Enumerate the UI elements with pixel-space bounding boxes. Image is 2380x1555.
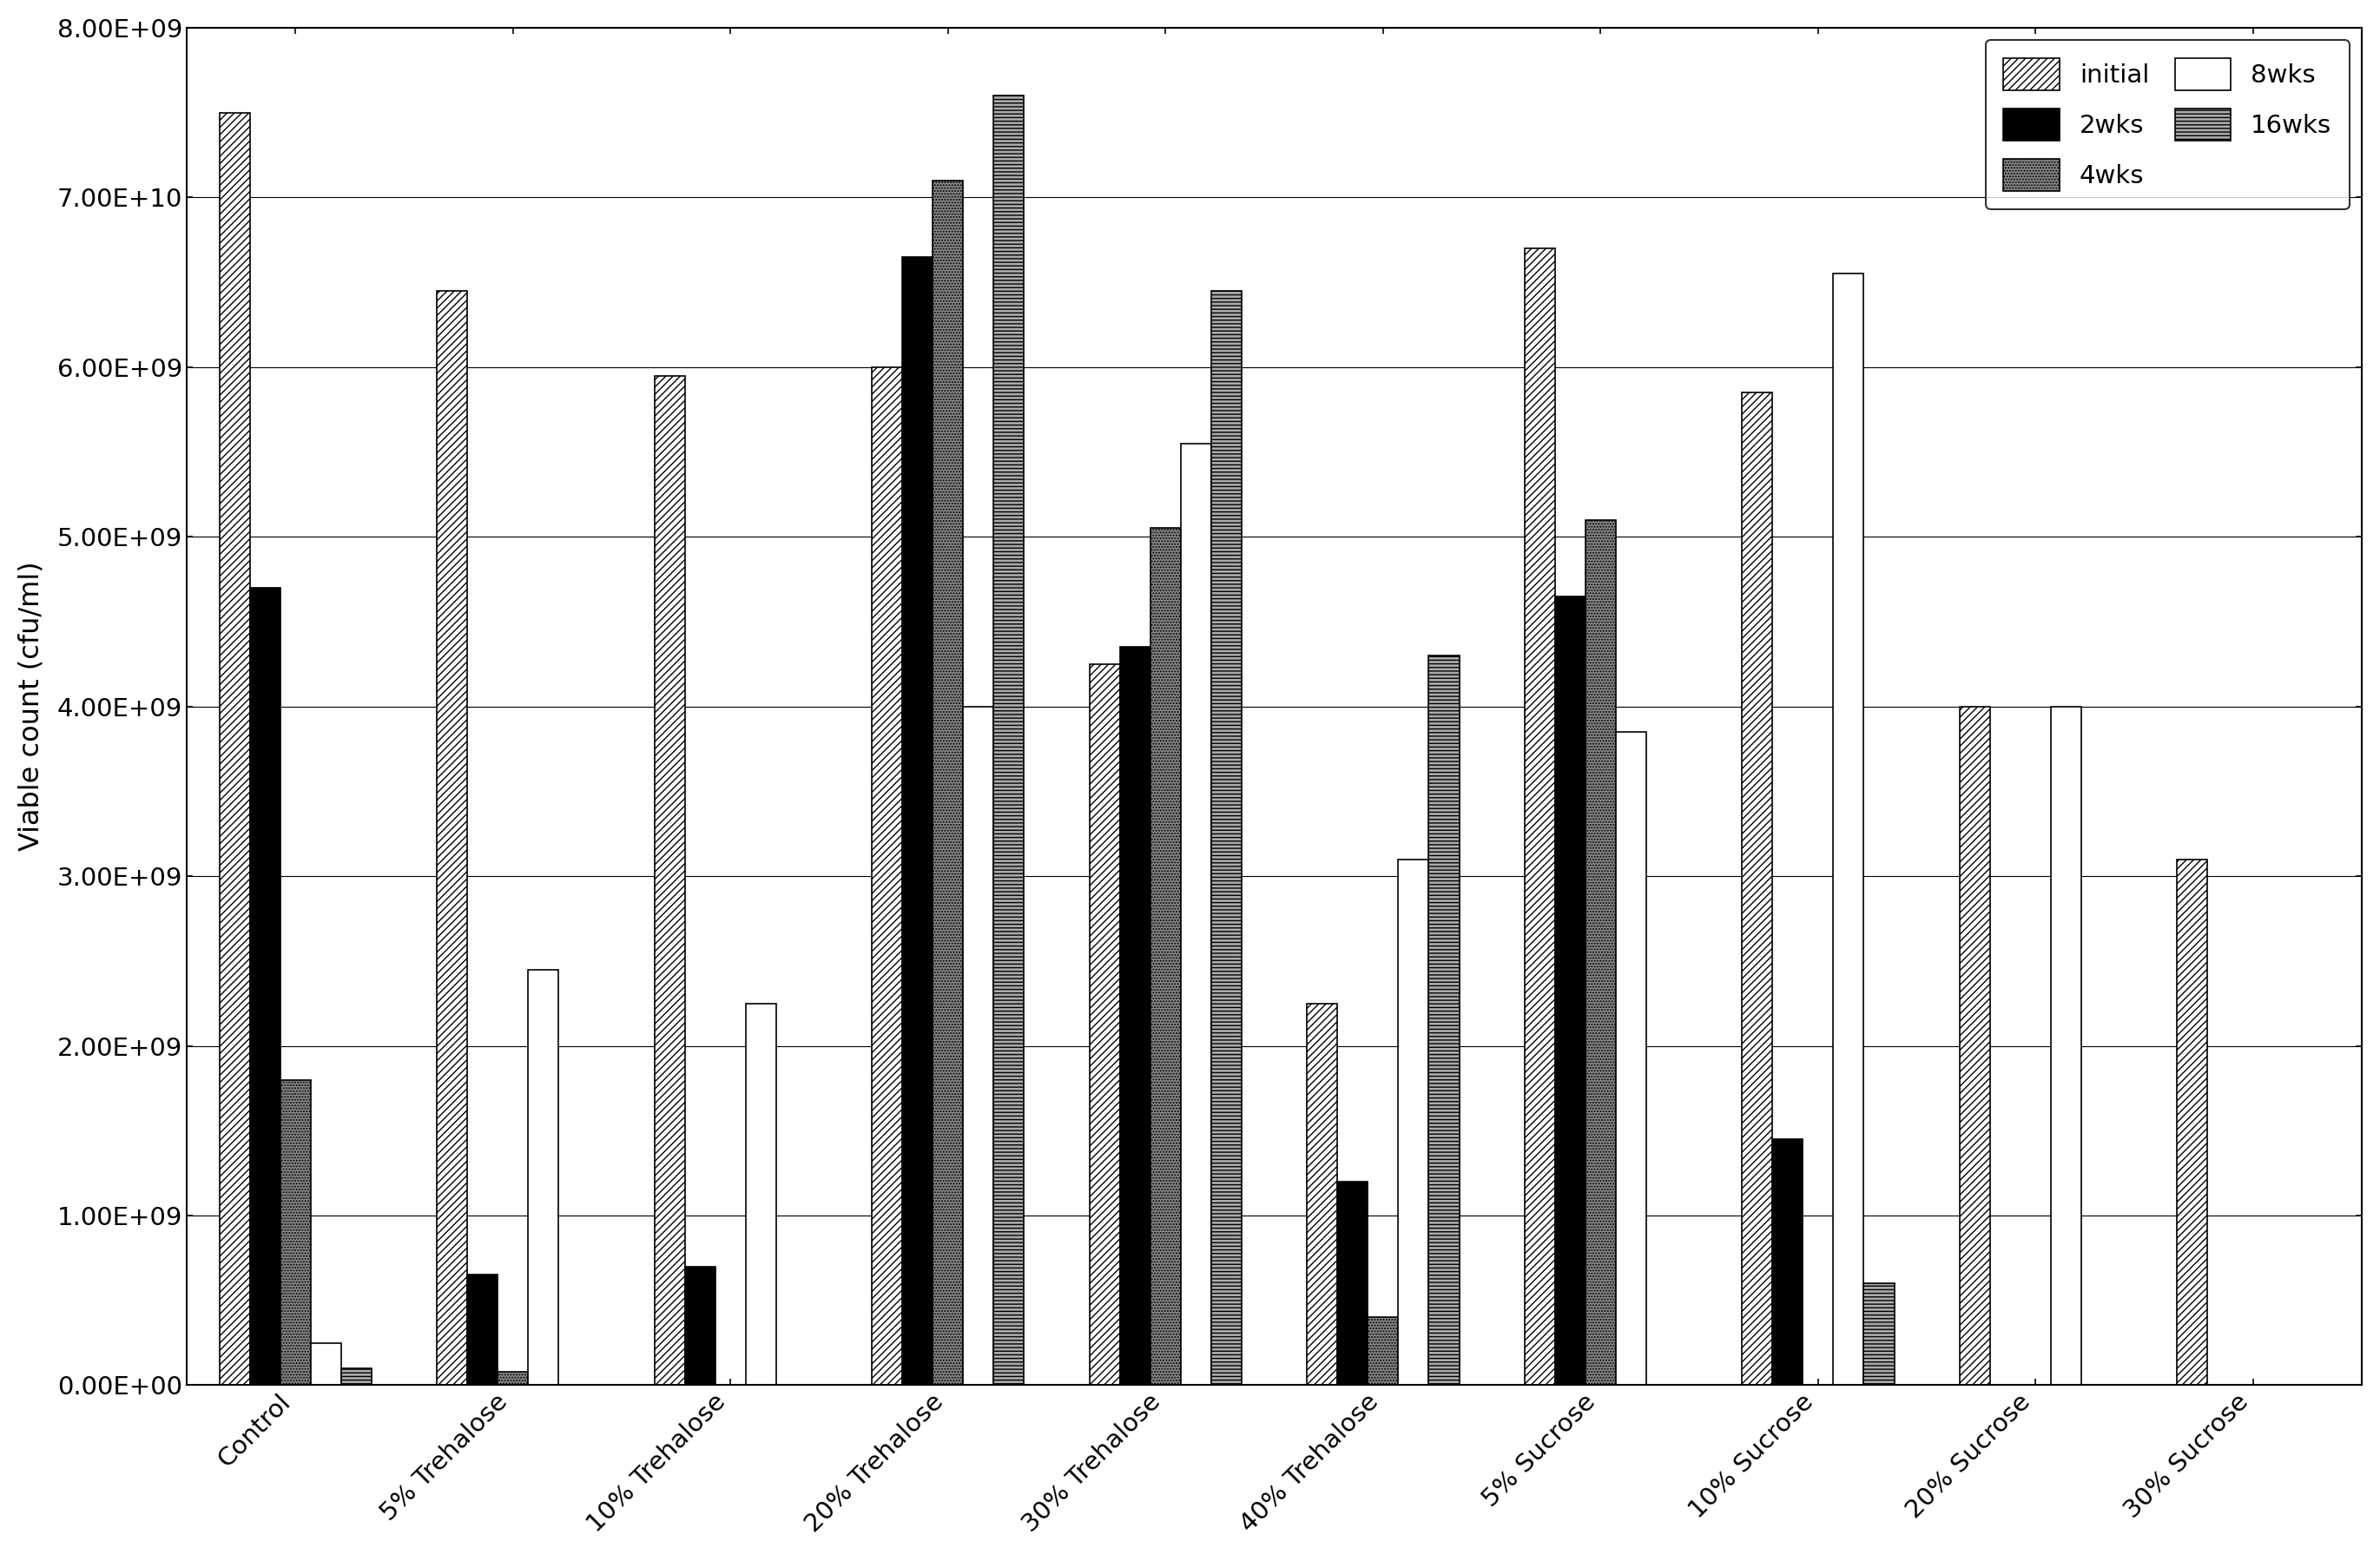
Bar [312,1344,340,1386]
Bar [1180,443,1211,1386]
Bar [1773,1140,1804,1386]
Bar [745,1003,776,1386]
Bar [655,375,685,1386]
Bar [219,112,250,1386]
Bar [466,1275,497,1386]
Bar [1150,529,1180,1386]
Bar [1090,664,1121,1386]
Bar [497,1372,528,1386]
Bar [1368,1317,1399,1386]
Bar [1121,647,1150,1386]
Bar [281,1079,312,1386]
Bar [438,291,466,1386]
Bar [933,180,964,1386]
Bar [1399,860,1428,1386]
Bar [685,1266,716,1386]
Bar [1864,1283,1894,1386]
Legend: initial, 2wks, 4wks, 8wks, 16wks: initial, 2wks, 4wks, 8wks, 16wks [1985,40,2349,208]
Bar [2052,706,2080,1386]
Bar [1428,656,1459,1386]
Bar [1526,249,1554,1386]
Bar [902,257,933,1386]
Bar [1833,274,1864,1386]
Bar [340,1368,371,1386]
Bar [250,588,281,1386]
Bar [1338,1182,1368,1386]
Bar [1211,291,1242,1386]
Bar [964,706,995,1386]
Bar [1307,1003,1338,1386]
Bar [528,969,559,1386]
Bar [2178,860,2209,1386]
Bar [1585,519,1616,1386]
Bar [1742,392,1773,1386]
Bar [1959,706,1990,1386]
Bar [995,95,1023,1386]
Bar [1554,596,1585,1386]
Bar [871,367,902,1386]
Y-axis label: Viable count (cfu/ml): Viable count (cfu/ml) [19,561,45,851]
Bar [1616,732,1647,1386]
